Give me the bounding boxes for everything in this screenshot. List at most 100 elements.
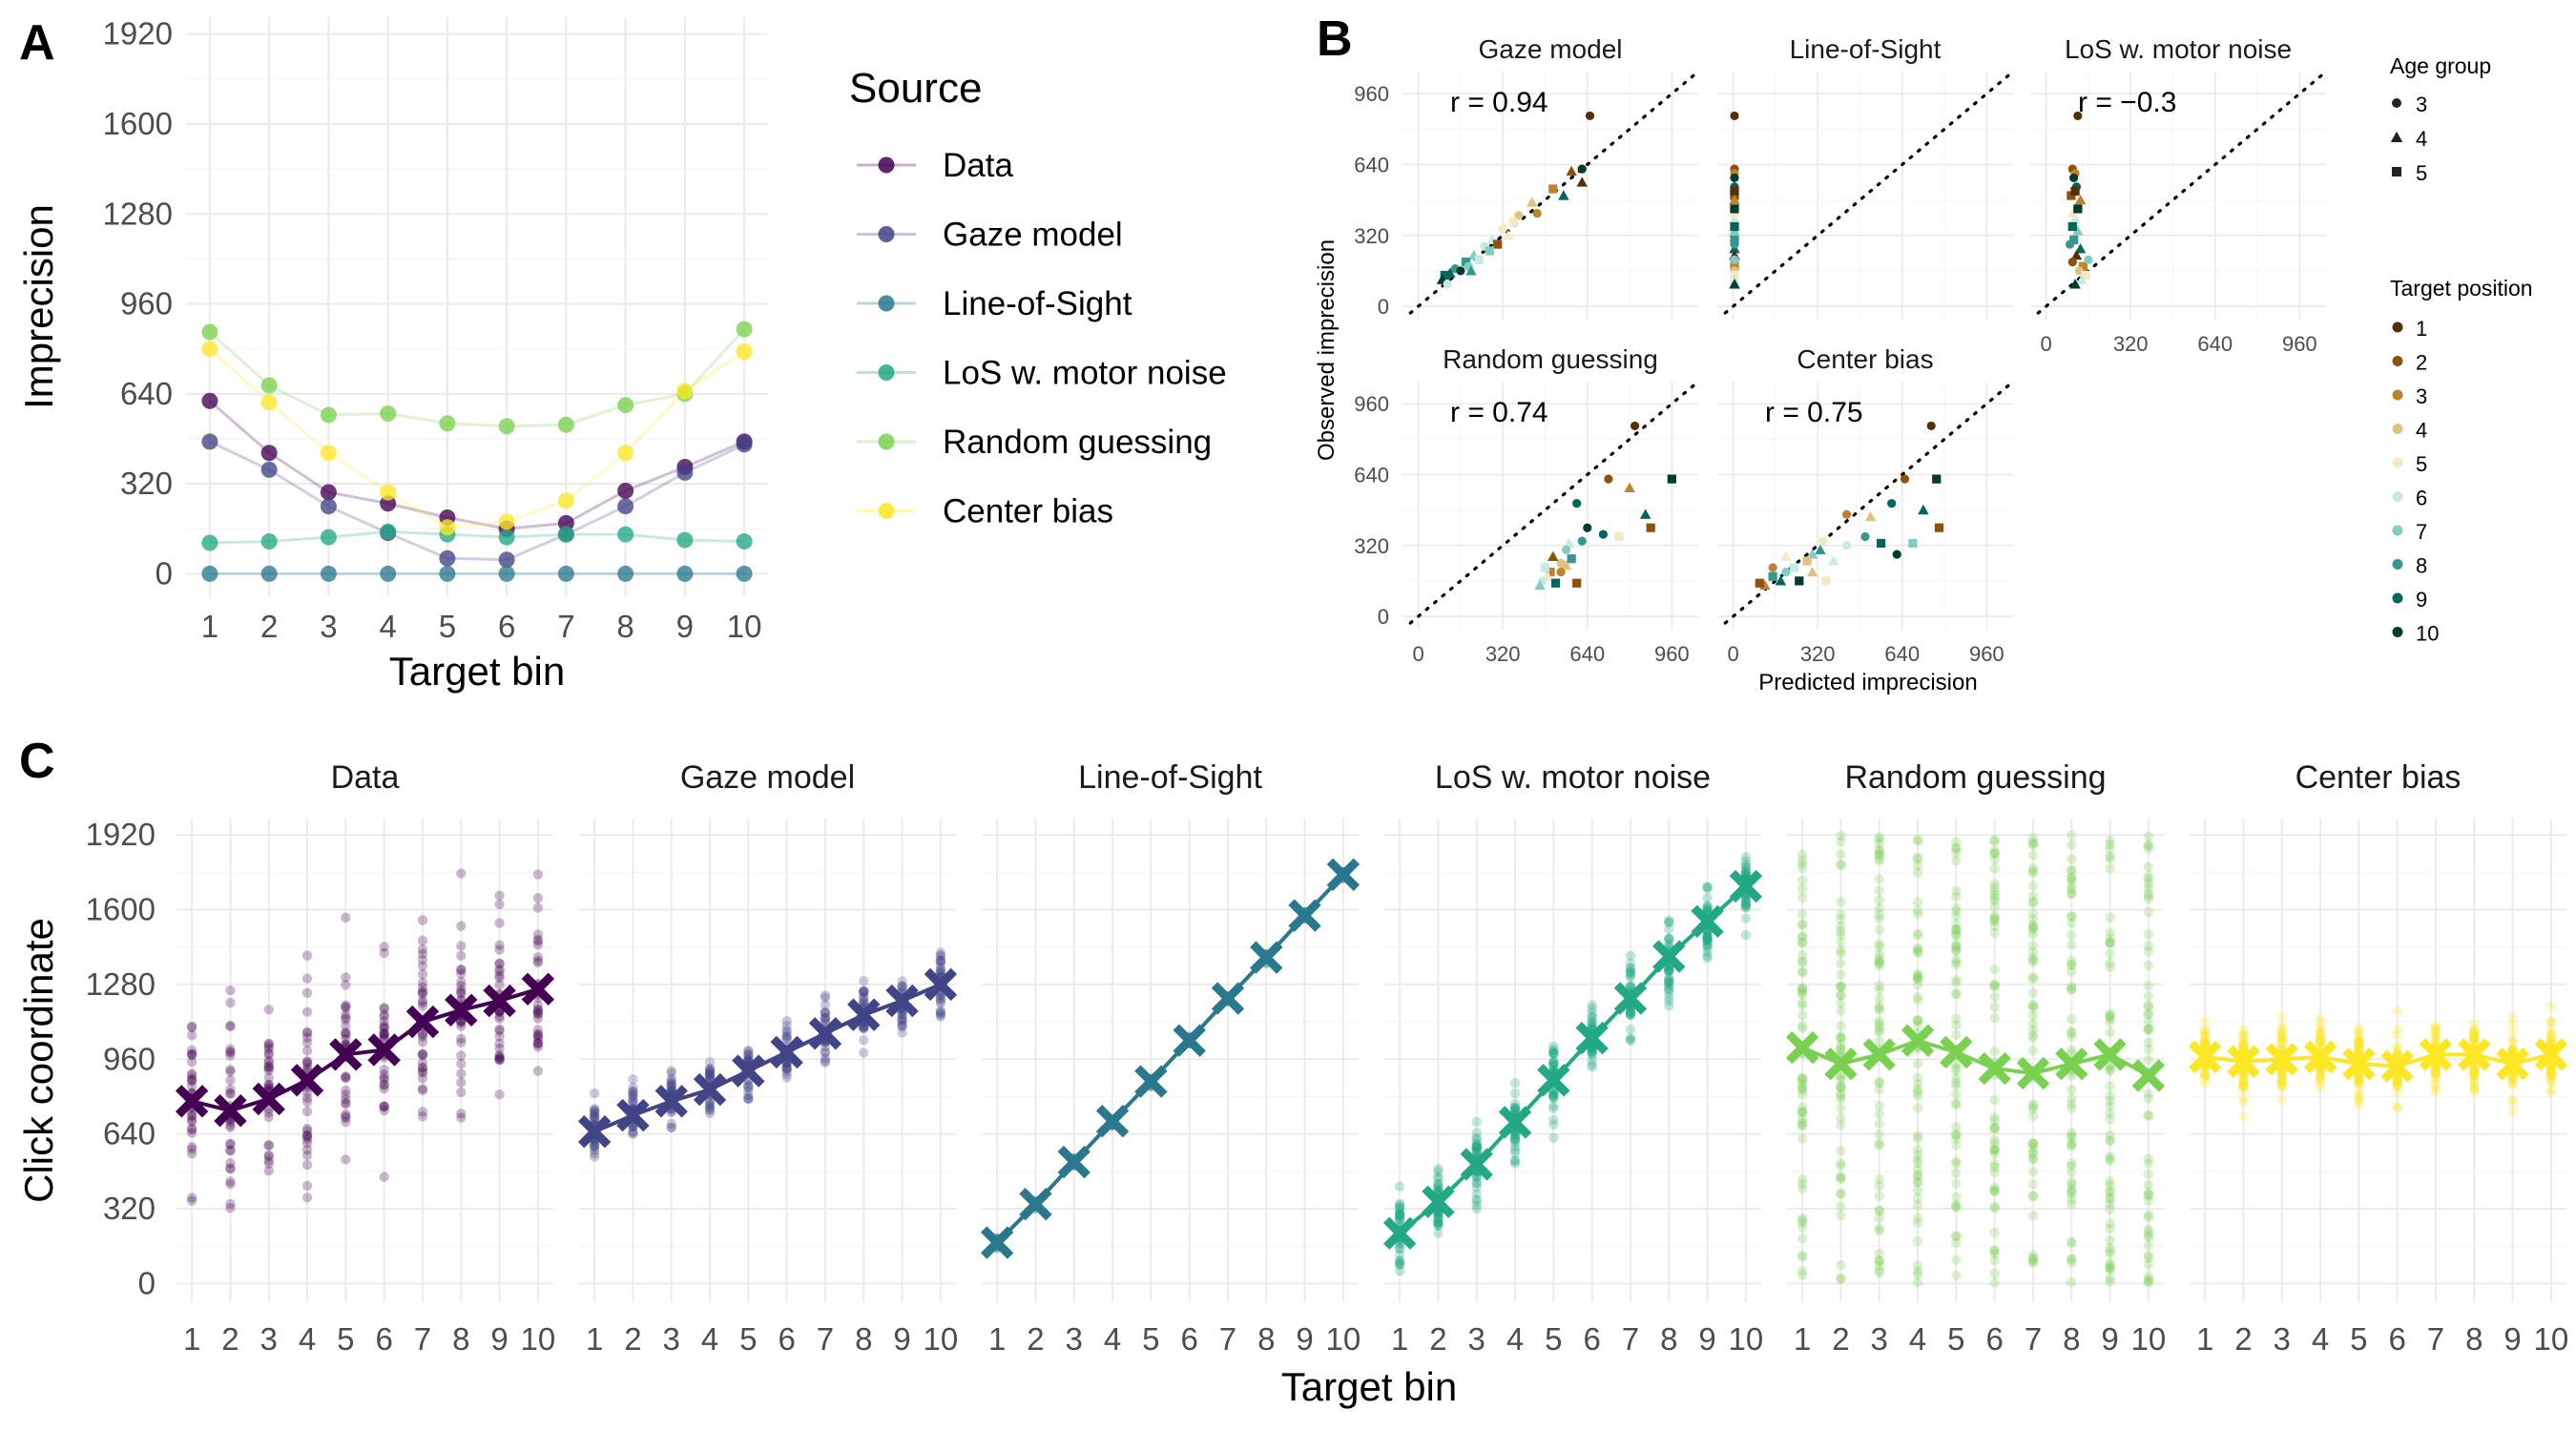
mean-line [995,873,1345,1244]
raw-point [1797,966,1808,978]
mean-cross-stroke [1575,1022,1609,1055]
raw-point [1874,913,1884,924]
raw-point [2143,1008,2154,1020]
data-point [1514,211,1524,220]
raw-point [1471,1145,1482,1156]
raw-point [935,1006,946,1018]
raw-point [1548,1048,1559,1059]
raw-point [1471,1172,1482,1182]
legend-key-dot [2392,356,2403,366]
raw-point [704,1066,716,1076]
series-line-5 [208,347,745,529]
x-tick-label: 3 [320,609,337,644]
series-point-3 [320,529,337,546]
correlation-label: r = −0.3 [2078,87,2176,118]
raw-point [225,1075,236,1086]
raw-point [2354,1029,2364,1040]
mean-cross-stroke [2227,1045,2260,1078]
raw-point [935,964,946,975]
raw-point [263,1072,274,1083]
raw-point [1836,849,1846,860]
mean-line [191,986,539,1113]
y-axis-title: Imprecision [16,204,61,409]
raw-point [1664,977,1674,988]
raw-point [417,948,428,960]
raw-point [1989,1245,2000,1256]
raw-point [2143,1250,2154,1261]
raw-point [2143,990,2154,1002]
data-point [1730,111,1739,121]
raw-point [1836,1021,1846,1031]
x-tick-label: 6 [2388,1321,2405,1357]
raw-point [2105,1017,2115,1027]
data-point [2073,111,2083,121]
mean-cross-stroke [1613,982,1648,1015]
raw-point [301,1096,313,1108]
raw-point [532,1038,544,1048]
raw-point [666,1085,676,1095]
raw-point [2105,1013,2115,1025]
raw-point [2143,1169,2154,1180]
raw-point [2392,1048,2402,1059]
raw-point [935,967,946,978]
mean-cross-stroke [252,1082,285,1116]
raw-point [1471,1137,1482,1149]
raw-point [1797,1113,1808,1125]
x-tick-label: 1 [201,609,218,644]
data-point [2067,221,2077,232]
raw-point [1951,1156,1962,1167]
raw-point [1664,923,1674,935]
raw-point [186,1045,197,1056]
raw-point [2105,843,2115,854]
raw-point [186,1123,197,1134]
raw-point [1394,1204,1405,1214]
raw-point [1912,1021,1923,1031]
mean-cross-stroke [924,967,958,1002]
raw-point [2143,1054,2154,1066]
y-tick-label: 1280 [86,966,156,1002]
raw-point [225,1164,236,1174]
mean-marker [1057,1145,1091,1179]
raw-point [1394,1209,1405,1220]
legend-label: 4 [2416,127,2427,151]
raw-point [2027,1256,2039,1267]
mean-marker [2419,1038,2453,1071]
raw-point [1394,1255,1405,1266]
raw-point [341,1003,351,1013]
raw-point [1797,1133,1808,1144]
raw-point [263,1048,274,1060]
raw-point [2392,1044,2402,1054]
raw-point [2105,1276,2115,1287]
raw-point [2067,1098,2077,1110]
x-tick-label: 6 [1180,1321,1197,1357]
x-tick-label: 2 [1832,1321,1849,1357]
raw-point [1587,1048,1597,1060]
data-point [1563,537,1575,549]
raw-point [2354,1038,2364,1049]
raw-point [2067,981,2077,992]
raw-point [186,1049,197,1060]
legend-key-dot [2392,321,2403,333]
data-point [1585,111,1595,121]
raw-point [225,1179,236,1190]
raw-point [301,1056,313,1067]
mean-line [1801,1038,2150,1078]
x-tick-label: 3 [260,1321,278,1357]
x-tick-label: 10 [924,1321,959,1357]
raw-point [2469,1071,2480,1082]
raw-point [2067,1254,2077,1264]
series-point-1 [439,550,456,567]
raw-point [417,1107,428,1117]
raw-point [1797,908,1808,920]
raw-point [1587,1045,1597,1055]
mean-cross-stroke [2342,1047,2376,1081]
series-point-2 [617,565,634,582]
raw-point [1912,1217,1923,1229]
y-tick-label: 640 [120,376,173,411]
raw-point [532,1037,544,1048]
raw-point [2315,1035,2326,1046]
